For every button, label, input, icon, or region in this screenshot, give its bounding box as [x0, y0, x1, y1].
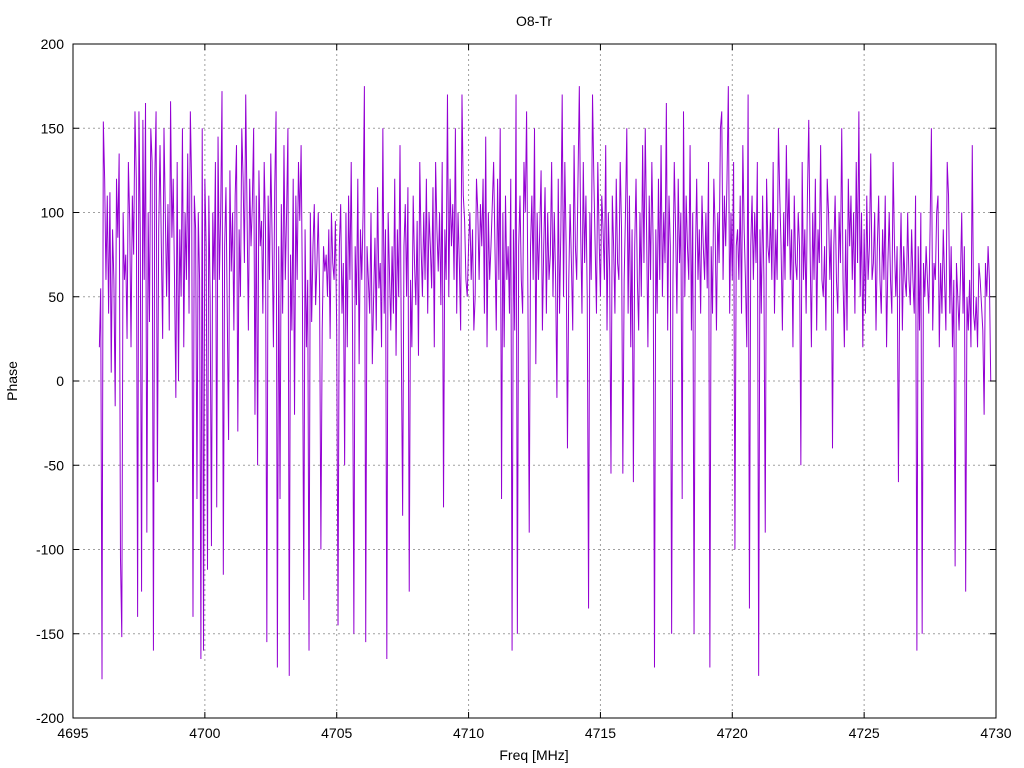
x-tick-label: 4700 [189, 725, 220, 741]
axis-ticks [72, 43, 997, 719]
x-tick-label: 4695 [57, 725, 88, 741]
y-tick-label: 0 [56, 373, 64, 389]
x-tick-label: 4720 [717, 725, 748, 741]
y-axis-label: Phase [4, 361, 20, 401]
x-tick-label: 4705 [321, 725, 352, 741]
y-tick-label: -50 [44, 457, 64, 473]
y-tick-label: -100 [36, 542, 64, 558]
chart-title: O8-Tr [516, 13, 552, 29]
x-tick-label: 4710 [453, 725, 484, 741]
x-tick-label: 4730 [980, 725, 1011, 741]
x-tick-label: 4725 [849, 725, 880, 741]
y-tick-label: 100 [41, 205, 65, 221]
y-tick-label: -200 [36, 710, 64, 726]
y-tick-labels: -200 -150 -100 -50 0 50 100 150 200 [36, 36, 64, 726]
phase-series-line [98, 86, 992, 680]
y-tick-label: 150 [41, 120, 65, 136]
series-layer [98, 86, 992, 680]
y-tick-label: 200 [41, 36, 65, 52]
y-tick-label: -150 [36, 626, 64, 642]
x-tick-labels: 4695 4700 4705 4710 4715 4720 4725 4730 [57, 725, 1011, 741]
x-tick-label: 4715 [585, 725, 616, 741]
y-tick-label: 50 [48, 289, 64, 305]
x-axis-label: Freq [MHz] [499, 747, 568, 763]
